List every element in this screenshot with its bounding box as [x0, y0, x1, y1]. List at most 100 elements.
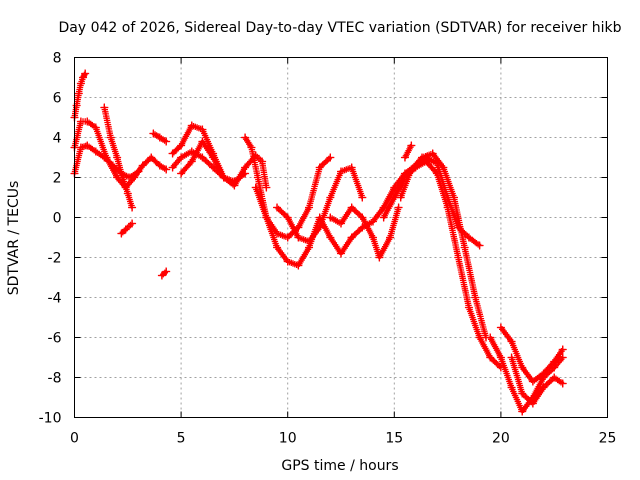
data-point: [108, 161, 117, 170]
data-point: [396, 193, 405, 202]
y-tick-label: 2: [53, 171, 62, 187]
data-point: [486, 333, 495, 342]
data-point: [100, 153, 109, 162]
data-point: [394, 203, 403, 212]
data-point: [241, 169, 250, 178]
data-point: [528, 399, 537, 408]
data-point: [558, 345, 567, 354]
data-point: [379, 213, 388, 222]
series-sat-b: [70, 141, 143, 182]
data-point: [422, 157, 431, 166]
x-tick-label: 5: [177, 431, 186, 447]
data-point: [187, 147, 196, 156]
data-point: [162, 137, 171, 146]
data-point: [147, 153, 156, 162]
data-point: [337, 249, 345, 258]
data-point: [149, 129, 158, 138]
series-sat-d: [100, 103, 137, 212]
y-tick-label: -2: [48, 251, 62, 267]
data-point: [177, 153, 186, 162]
data-point: [81, 69, 90, 78]
series-sat-g: [157, 267, 171, 280]
data-point: [439, 163, 448, 172]
x-tick-label: 0: [70, 431, 79, 447]
gridlines: [74, 57, 608, 418]
data-point: [464, 233, 473, 242]
data-point: [83, 117, 92, 126]
data-point: [337, 167, 345, 176]
y-tick-label: 6: [53, 91, 62, 107]
data-point: [262, 183, 271, 192]
data-point: [528, 377, 537, 386]
data-point: [155, 161, 164, 170]
series-markers: [158, 268, 170, 279]
data-point: [209, 163, 218, 172]
data-point: [198, 153, 207, 162]
data-point: [241, 133, 250, 142]
data-point: [198, 125, 207, 134]
x-tick-label: 10: [279, 431, 297, 447]
data-point: [507, 353, 516, 362]
series-sat-l: [251, 153, 335, 242]
data-point: [550, 373, 559, 382]
data-point: [294, 223, 303, 232]
data-point: [454, 253, 463, 262]
data-point: [253, 173, 262, 182]
data-point: [347, 233, 356, 242]
data-point: [518, 407, 527, 416]
data-point: [358, 213, 367, 222]
data-point: [400, 153, 409, 162]
data-point: [390, 183, 399, 192]
data-point: [247, 143, 256, 152]
data-point: [496, 323, 505, 332]
y-tick-label: -4: [48, 291, 62, 307]
axis-ticks: [74, 57, 608, 418]
data-point: [375, 253, 384, 262]
data-point: [471, 293, 480, 302]
data-point: [209, 153, 218, 162]
data-point: [432, 169, 441, 178]
data-point: [315, 223, 324, 232]
data-point: [168, 149, 177, 158]
data-point: [283, 213, 292, 222]
data-point: [283, 233, 292, 242]
data-point: [386, 233, 395, 242]
data-point: [262, 213, 271, 222]
series-sat-u: [507, 353, 567, 408]
x-tick-label: 15: [385, 431, 403, 447]
data-point: [76, 143, 85, 152]
data-point: [407, 165, 416, 174]
data-point: [198, 137, 207, 146]
data-point: [407, 141, 416, 150]
data-point: [106, 133, 115, 142]
data-point: [128, 219, 137, 228]
data-point: [347, 163, 356, 172]
data-point: [283, 257, 292, 266]
series-sat-n: [326, 203, 403, 262]
series-sat-c: [70, 69, 90, 122]
y-tick-label: 4: [53, 131, 62, 147]
series-sat-q: [396, 149, 490, 342]
series-sat-h: [168, 121, 271, 192]
data-point: [128, 203, 137, 212]
data-point: [83, 141, 92, 150]
data-point: [125, 173, 134, 182]
data-point: [177, 169, 186, 178]
data-point: [76, 79, 85, 88]
data-point: [187, 121, 196, 130]
y-tick-label: -6: [48, 331, 62, 347]
data-point: [428, 149, 437, 158]
data-point: [558, 379, 567, 388]
series-sat-r: [400, 141, 416, 162]
data-point: [305, 203, 314, 212]
data-point: [326, 233, 335, 242]
data-point: [347, 203, 356, 212]
data-point: [326, 213, 335, 222]
series-sat-m: [273, 163, 367, 246]
x-tick-label: 20: [492, 431, 510, 447]
data-point: [558, 353, 567, 362]
data-point: [368, 233, 377, 242]
data-point: [123, 189, 132, 198]
data-point: [121, 225, 130, 234]
